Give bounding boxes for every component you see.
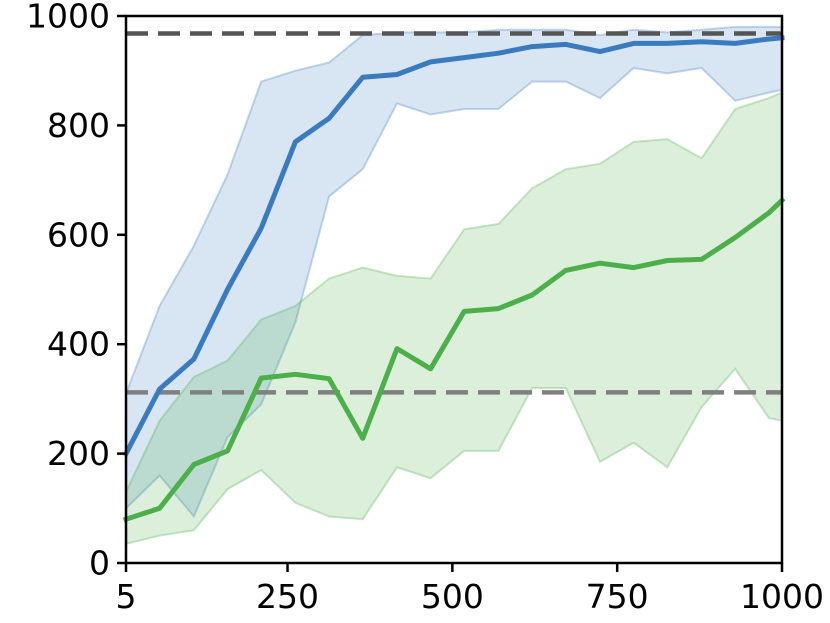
- y-tick-label: 400: [47, 325, 110, 364]
- y-tick-label: 1000: [26, 0, 110, 36]
- x-tick-label: 250: [256, 577, 319, 616]
- y-tick-label: 800: [47, 106, 110, 145]
- series-lines: [122, 35, 786, 523]
- x-tick-label: 1000: [740, 577, 824, 616]
- x-axis: 5 250 500 750 1000: [116, 563, 824, 616]
- y-tick-label: 600: [47, 215, 110, 254]
- x-tick-label: 500: [421, 577, 484, 616]
- y-tick-label: 200: [47, 434, 110, 473]
- y-tick-label: 0: [89, 544, 110, 583]
- x-tick-label: 750: [586, 577, 649, 616]
- confidence-bands: [125, 25, 783, 546]
- reference-lines: [126, 31, 782, 395]
- series-2-line: [122, 196, 786, 523]
- y-axis: 0 200 400 600 800 1000: [26, 0, 126, 583]
- series-1-line: [122, 35, 785, 457]
- plot-area-frame: [124, 14, 784, 565]
- x-tick-label: 5: [116, 577, 137, 616]
